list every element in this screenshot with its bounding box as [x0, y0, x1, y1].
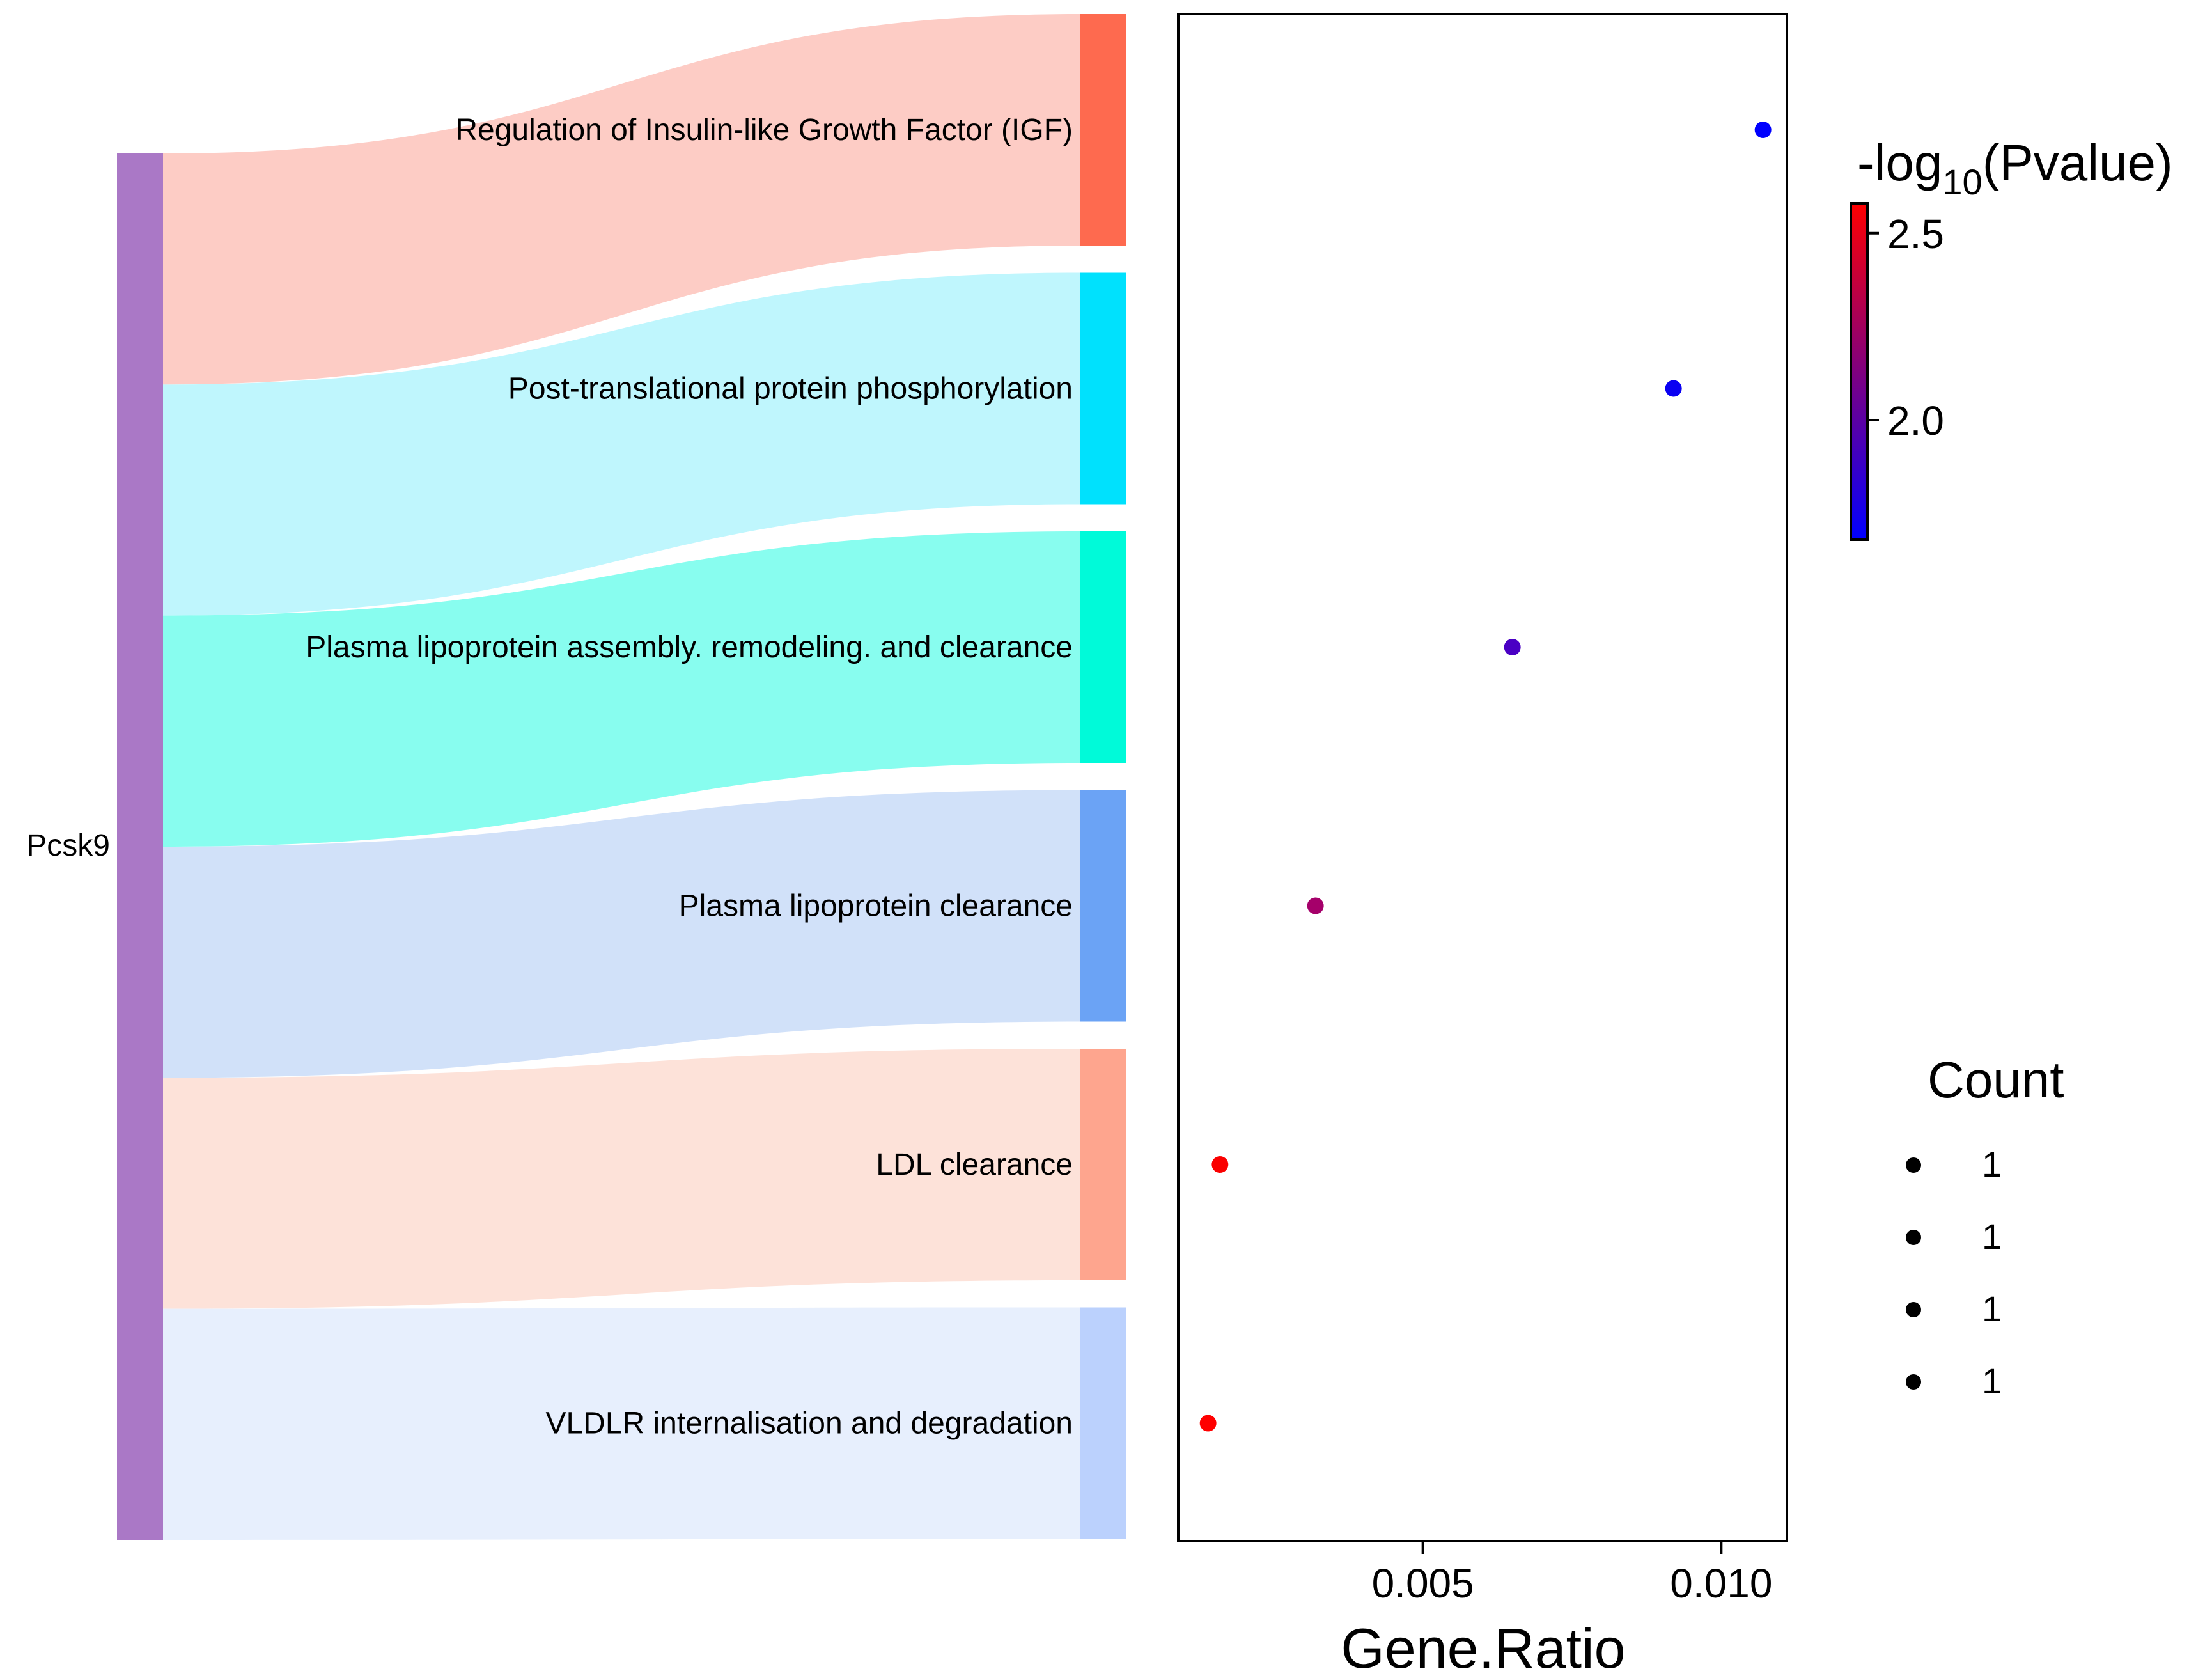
pathway-label: Regulation of Insulin-like Growth Factor…: [455, 113, 1073, 147]
size-legend-title: Count: [1928, 1051, 2064, 1108]
pathway-nodes: [1080, 14, 1126, 1539]
sankey-ribbon: [163, 272, 1080, 616]
x-tick-label: 0.005: [1372, 1560, 1474, 1606]
pathway-label: Plasma lipoprotein clearance: [679, 890, 1073, 923]
pathway-labels: Regulation of Insulin-like Growth Factor…: [306, 113, 1073, 1441]
sankey-diagram: Pcsk9 Regulation of Insulin-like Growth …: [26, 14, 1126, 1540]
data-points: [1199, 122, 1772, 1432]
pathway-label: Plasma lipoprotein assembly. remodeling.…: [306, 631, 1073, 664]
sankey-ribbon: [163, 1049, 1080, 1309]
size-legend-entries: 1 1 1 1: [1906, 1144, 2002, 1401]
colorbar-tick-label: 2.0: [1887, 398, 1944, 444]
plot-frame: [1177, 13, 1788, 1542]
pathway-node: [1080, 272, 1126, 505]
x-tick-label: 0.010: [1670, 1560, 1772, 1606]
sankey-ribbon: [163, 790, 1080, 1078]
size-legend-marker: [1906, 1157, 1921, 1173]
pathway-label: Post-translational protein phosphorylati…: [508, 372, 1073, 406]
x-axis-label: Gene.Ratio: [1341, 1617, 1625, 1678]
sankey-ribbon: [163, 14, 1080, 385]
colorbar-ticks: 2.0 2.5: [1867, 211, 1944, 444]
sankey-ribbon: [163, 531, 1080, 847]
colorbar-tick-label: 2.5: [1887, 211, 1944, 257]
pathway-node: [1080, 531, 1126, 763]
sankey-ribbons: [163, 14, 1080, 1540]
size-legend-label: 1: [1982, 1289, 2002, 1329]
pathway-node: [1080, 14, 1126, 246]
sankey-ribbon: [163, 1307, 1080, 1540]
pathway-node: [1080, 1307, 1126, 1539]
colorbar-legend: -log10(Pvalue) 2.0 2.5: [1850, 134, 2173, 541]
size-legend-marker: [1906, 1230, 1921, 1245]
pathway-node: [1080, 790, 1126, 1022]
data-point: [1665, 380, 1682, 397]
data-point: [1211, 1156, 1229, 1173]
gene-label: Pcsk9: [26, 829, 110, 863]
size-legend-marker: [1906, 1374, 1921, 1390]
pathway-label: VLDLR internalisation and degradation: [545, 1407, 1073, 1441]
colorbar-title: -log10(Pvalue): [1857, 134, 2173, 202]
size-legend-marker: [1906, 1302, 1921, 1317]
data-point: [1199, 1415, 1217, 1432]
x-axis-ticks: 0.005 0.010: [1372, 1541, 1772, 1606]
data-point: [1754, 122, 1772, 138]
pathway-label: LDL clearance: [876, 1148, 1073, 1182]
colorbar-gradient: [1850, 202, 1869, 541]
data-point: [1504, 639, 1521, 655]
pathway-node: [1080, 1049, 1126, 1280]
data-point: [1307, 897, 1324, 914]
size-legend-label: 1: [1982, 1144, 2002, 1184]
dot-plot: 0.005 0.010 Gene.Ratio: [1177, 13, 1788, 1678]
size-legend-label: 1: [1982, 1361, 2002, 1401]
size-legend-label: 1: [1982, 1216, 2002, 1257]
size-legend: Count 1 1 1 1: [1906, 1051, 2064, 1401]
gene-node-pcsk9: [117, 153, 163, 1540]
